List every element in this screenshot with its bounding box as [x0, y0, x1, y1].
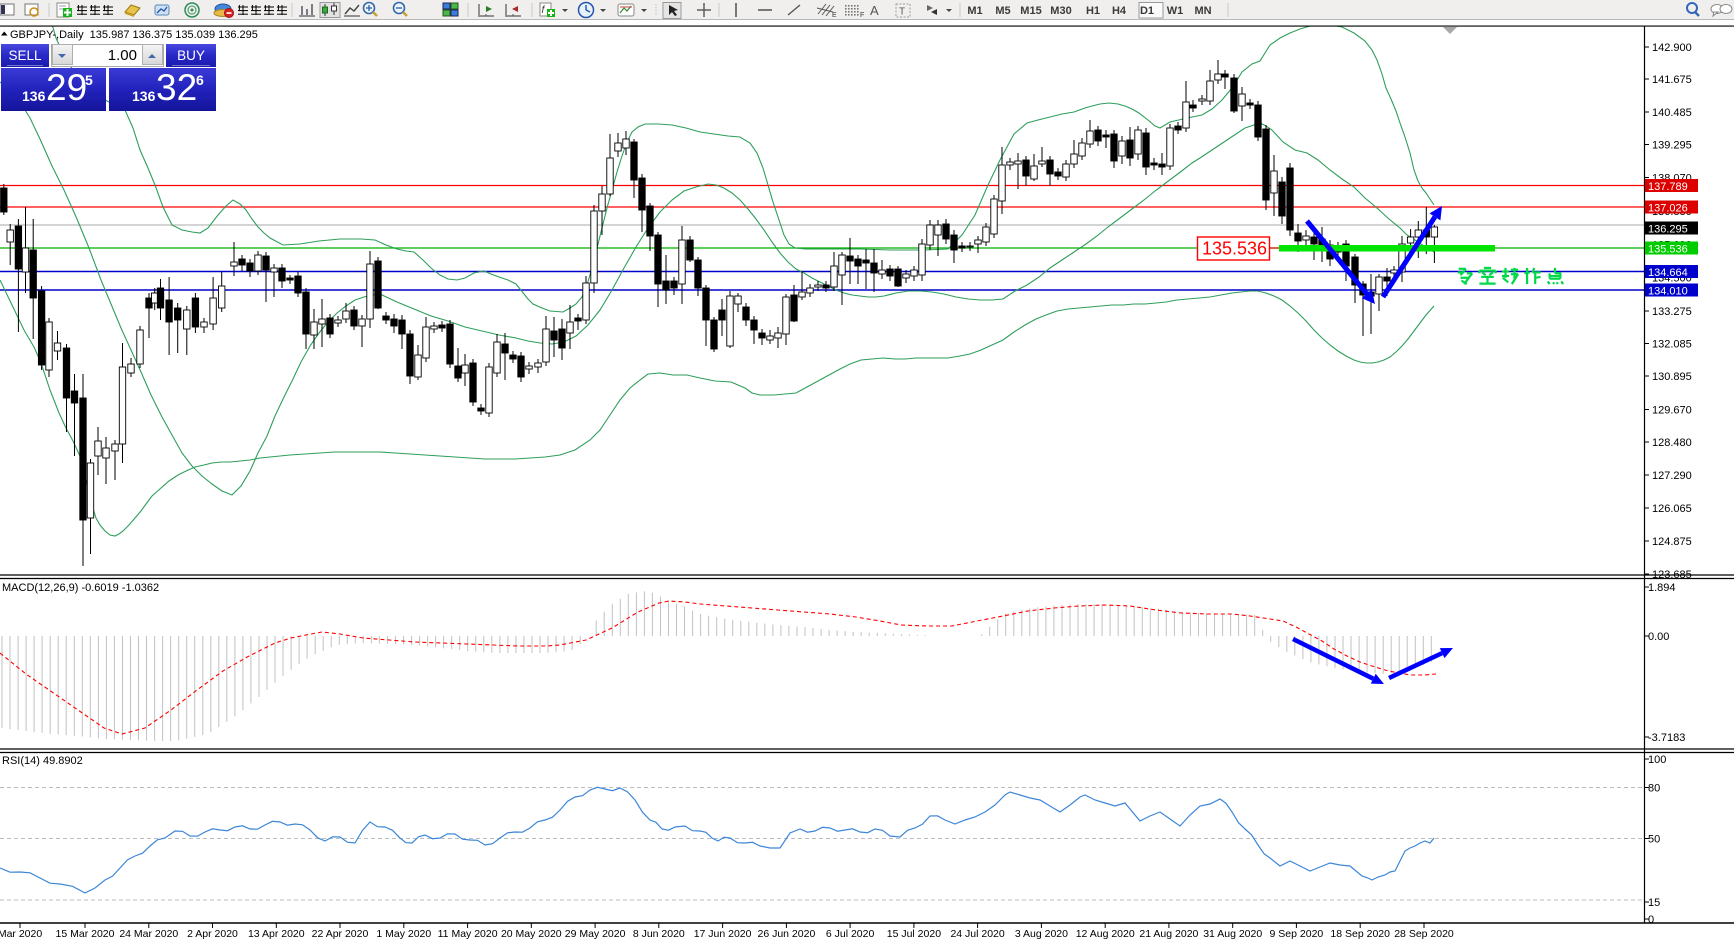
svg-text:6 Jul 2020: 6 Jul 2020	[826, 928, 875, 940]
svg-text:124.875: 124.875	[1652, 536, 1692, 548]
svg-text:21 Aug 2020: 21 Aug 2020	[1139, 928, 1198, 940]
svg-text:50: 50	[1648, 834, 1660, 846]
svg-text:3 Aug 2020: 3 Aug 2020	[1015, 928, 1068, 940]
svg-text:134.010: 134.010	[1648, 286, 1688, 298]
svg-text:H4: H4	[1112, 5, 1127, 17]
svg-text:1 May 2020: 1 May 2020	[376, 928, 431, 940]
svg-text:134.664: 134.664	[1648, 267, 1688, 279]
svg-text:Mar 2020: Mar 2020	[0, 928, 42, 940]
svg-text:-3.7183: -3.7183	[1648, 732, 1685, 744]
svg-text:MACD(12,26,9) -0.6019 -1.0362: MACD(12,26,9) -0.6019 -1.0362	[2, 582, 159, 594]
svg-text:F: F	[860, 12, 864, 19]
svg-text:135.536: 135.536	[1202, 239, 1267, 259]
svg-text:31 Aug 2020: 31 Aug 2020	[1203, 928, 1262, 940]
svg-text:130.895: 130.895	[1652, 371, 1692, 383]
svg-text:M1: M1	[967, 5, 982, 17]
svg-text:2 Apr 2020: 2 Apr 2020	[187, 928, 238, 940]
svg-text:24 Mar 2020: 24 Mar 2020	[119, 928, 178, 940]
svg-text:D1: D1	[1140, 5, 1154, 17]
svg-text:M5: M5	[995, 5, 1010, 17]
svg-text:135.536: 135.536	[1648, 244, 1688, 256]
svg-text:12 Aug 2020: 12 Aug 2020	[1076, 928, 1135, 940]
svg-text:E: E	[832, 12, 837, 19]
svg-text:A: A	[870, 3, 879, 18]
svg-text:M30: M30	[1050, 5, 1071, 17]
svg-text:f: f	[542, 5, 546, 16]
svg-text:136.295: 136.295	[1648, 224, 1688, 236]
svg-text:MN: MN	[1194, 5, 1211, 17]
svg-text:100: 100	[1648, 754, 1666, 766]
svg-text:15 Mar 2020: 15 Mar 2020	[56, 928, 115, 940]
svg-text:M15: M15	[1020, 5, 1041, 17]
svg-text:0: 0	[1648, 914, 1654, 926]
svg-text:137.026: 137.026	[1648, 203, 1688, 215]
svg-text:T: T	[899, 7, 905, 18]
svg-text:26 Jun 2020: 26 Jun 2020	[757, 928, 815, 940]
svg-text:128.480: 128.480	[1652, 437, 1692, 449]
svg-text:W1: W1	[1167, 5, 1184, 17]
svg-text:29 May 2020: 29 May 2020	[565, 928, 626, 940]
svg-text:24 Jul 2020: 24 Jul 2020	[950, 928, 1004, 940]
svg-text:13 Apr 2020: 13 Apr 2020	[248, 928, 305, 940]
svg-text:126.065: 126.065	[1652, 503, 1692, 515]
svg-text:8 Jun 2020: 8 Jun 2020	[633, 928, 685, 940]
svg-text:H1: H1	[1086, 5, 1100, 17]
svg-text:141.675: 141.675	[1652, 74, 1692, 86]
svg-text:140.485: 140.485	[1652, 107, 1692, 119]
svg-text:22 Apr 2020: 22 Apr 2020	[312, 928, 369, 940]
svg-text:127.290: 127.290	[1652, 470, 1692, 482]
svg-text:28 Sep 2020: 28 Sep 2020	[1394, 928, 1454, 940]
svg-text:15 Jul 2020: 15 Jul 2020	[887, 928, 941, 940]
svg-text:142.900: 142.900	[1652, 42, 1692, 54]
svg-text:0.00: 0.00	[1648, 631, 1669, 643]
svg-text:123.685: 123.685	[1652, 569, 1692, 581]
svg-text:20 May 2020: 20 May 2020	[501, 928, 562, 940]
svg-text:11 May 2020: 11 May 2020	[438, 928, 498, 940]
svg-text:137.789: 137.789	[1648, 181, 1688, 193]
svg-text:80: 80	[1648, 783, 1660, 795]
svg-text:132.085: 132.085	[1652, 339, 1692, 351]
svg-text:18 Sep 2020: 18 Sep 2020	[1330, 928, 1390, 940]
svg-text:129.670: 129.670	[1652, 405, 1692, 417]
svg-text:9 Sep 2020: 9 Sep 2020	[1270, 928, 1324, 940]
svg-text:133.275: 133.275	[1652, 306, 1692, 318]
svg-text:RSI(14) 49.8902: RSI(14) 49.8902	[2, 755, 83, 767]
svg-text:17 Jun 2020: 17 Jun 2020	[694, 928, 752, 940]
svg-text:1.894: 1.894	[1648, 582, 1676, 594]
svg-text:139.295: 139.295	[1652, 140, 1692, 152]
svg-text:15: 15	[1648, 897, 1660, 909]
